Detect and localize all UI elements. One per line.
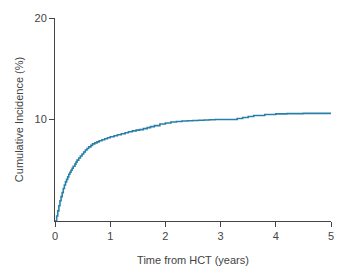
svg-text:5: 5 [328, 230, 334, 242]
svg-text:3: 3 [218, 230, 224, 242]
svg-text:Time from HCT (years): Time from HCT (years) [137, 254, 249, 266]
svg-text:1: 1 [107, 230, 113, 242]
svg-text:0: 0 [52, 230, 58, 242]
svg-text:20: 20 [35, 12, 47, 24]
svg-text:2: 2 [162, 230, 168, 242]
svg-text:Cumulative Incidence (%): Cumulative Incidence (%) [13, 57, 25, 182]
svg-text:4: 4 [273, 230, 279, 242]
svg-text:10: 10 [35, 113, 47, 125]
